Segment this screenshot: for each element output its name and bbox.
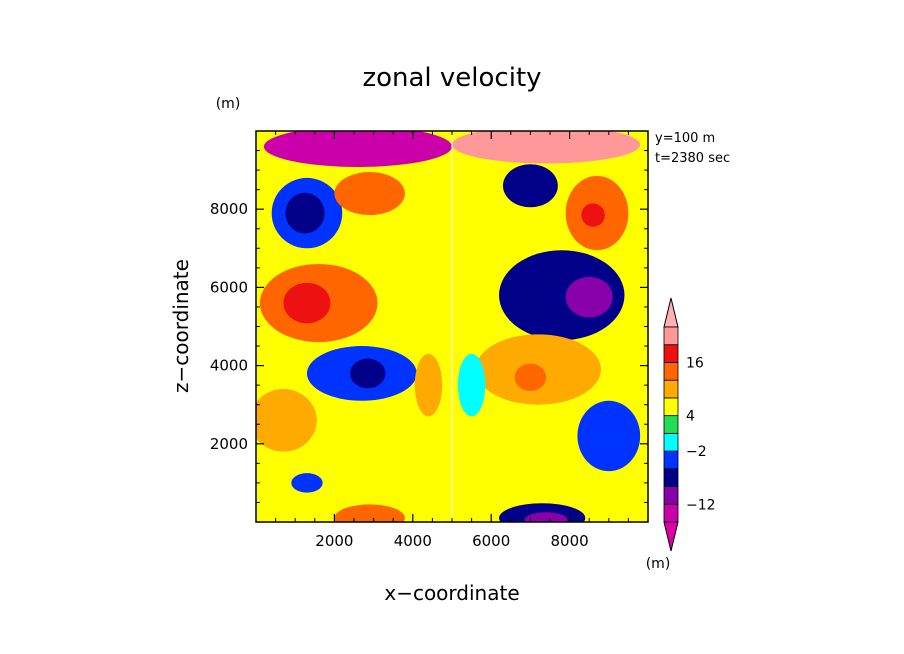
y-axis-label: z−coordinate: [169, 259, 193, 393]
colorbar-label: −12: [686, 497, 716, 513]
colorbar-segment: [663, 486, 679, 505]
chart-title: zonal velocity: [362, 63, 541, 93]
x-tick-label: 4000: [394, 532, 432, 550]
colorbar: 16 4 −2 −12: [663, 297, 716, 552]
colorbar-unit-label: (m): [646, 556, 671, 572]
contour-region: [524, 512, 568, 522]
colorbar-label: −2: [686, 444, 707, 460]
contour-region: [577, 400, 641, 472]
x-tick-label: 2000: [315, 532, 353, 550]
contour-region: [263, 131, 452, 167]
x-axis-label: x−coordinate: [384, 581, 519, 605]
contour-region: [285, 192, 325, 234]
x-tick-label: 6000: [472, 532, 510, 550]
colorbar-segment: [663, 503, 679, 523]
y-axis: 2000 4000 6000 8000: [210, 150, 648, 503]
colorbar-segment: [663, 415, 679, 434]
contour-region: [565, 276, 613, 318]
contour-region: [350, 358, 386, 389]
contour-region: [334, 172, 405, 216]
contour-region: [514, 363, 547, 392]
contour-region: [414, 353, 443, 417]
y-tick-label: 2000: [210, 435, 248, 453]
colorbar-segment: [663, 379, 679, 399]
y-unit-label: (m): [216, 96, 241, 112]
colorbar-top-arrow: [663, 297, 679, 328]
y-tick-label: 6000: [210, 278, 248, 296]
colorbar-segment: [663, 450, 679, 470]
colorbar-segment: [663, 397, 679, 417]
contour-region: [499, 250, 625, 341]
x-axis: 2000 4000 6000 8000: [275, 131, 629, 550]
contour-region: [581, 203, 605, 227]
contour-region: [452, 131, 641, 164]
annotation-y: y=100 m: [655, 131, 715, 146]
colorbar-segment: [663, 468, 679, 487]
contour-region: [283, 282, 331, 324]
plot-area: [256, 131, 648, 522]
contour-region: [334, 504, 405, 522]
contour-region: [256, 389, 317, 452]
colorbar-segment: [663, 432, 679, 452]
y-tick-label: 8000: [210, 200, 248, 218]
colorbar-label: 16: [686, 355, 704, 371]
annotation-t: t=2380 sec: [655, 151, 730, 166]
colorbar-segment: [663, 326, 679, 346]
contour-region: [502, 164, 558, 208]
colorbar-bottom-arrow: [663, 521, 679, 552]
contour-region: [457, 353, 486, 417]
colorbar-label: 4: [686, 409, 695, 425]
colorbar-segment: [663, 344, 679, 363]
y-tick-label: 4000: [210, 357, 248, 375]
contour-region: [291, 473, 323, 493]
colorbar-segment: [663, 362, 679, 381]
x-tick-label: 8000: [551, 532, 589, 550]
